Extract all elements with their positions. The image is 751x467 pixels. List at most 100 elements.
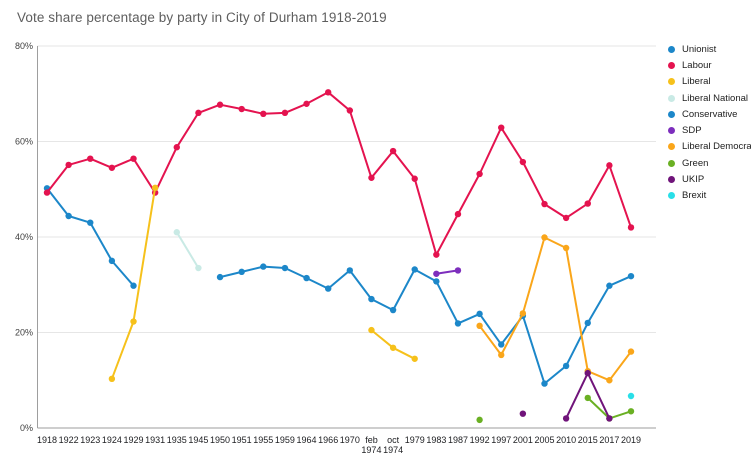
data-point-labour-1918[interactable] xyxy=(43,189,51,196)
data-point-labour-1959[interactable] xyxy=(281,109,289,117)
legend-item-liberal[interactable]: Liberal xyxy=(668,74,751,90)
data-point-conservative-1983[interactable] xyxy=(433,278,440,285)
data-point-labour-1924[interactable] xyxy=(108,164,116,171)
data-point-liberal-democrats-2010[interactable] xyxy=(562,244,570,252)
data-point-labour-2019[interactable] xyxy=(627,224,635,231)
data-point-labour-1970[interactable] xyxy=(346,107,354,114)
data-point-liberal-national-1935[interactable] xyxy=(173,229,180,236)
data-point-labour-2015[interactable] xyxy=(584,200,591,207)
data-point-liberal-feb-1974[interactable] xyxy=(368,326,375,334)
data-point-unionist-1929[interactable] xyxy=(130,282,137,289)
legend-item-green[interactable]: Green xyxy=(668,155,751,171)
x-axis-label-1983: 1983 xyxy=(426,435,446,445)
data-point-labour-2001[interactable] xyxy=(519,158,527,166)
data-point-liberal-democrats-2017[interactable] xyxy=(606,377,613,384)
data-point-unionist-1924[interactable] xyxy=(108,257,116,265)
data-point-conservative-1950[interactable] xyxy=(216,273,224,281)
data-point-conservative-feb-1974[interactable] xyxy=(368,295,375,303)
data-point-labour-1987[interactable] xyxy=(454,210,462,218)
data-point-liberal-1929[interactable] xyxy=(130,318,137,325)
data-point-labour-1992[interactable] xyxy=(476,170,483,178)
data-point-liberal-oct-1974[interactable] xyxy=(389,344,397,351)
data-point-labour-1979[interactable] xyxy=(411,175,418,182)
data-point-liberal-democrats-2001[interactable] xyxy=(519,310,527,317)
legend-item-label: Liberal National xyxy=(682,92,749,104)
data-point-liberal-democrats-2019[interactable] xyxy=(627,348,635,355)
data-point-labour-1935[interactable] xyxy=(173,144,180,151)
data-point-labour-1929[interactable] xyxy=(130,155,137,162)
data-point-conservative-1951[interactable] xyxy=(238,268,245,276)
data-point-labour-feb-1974[interactable] xyxy=(368,174,375,181)
data-point-green-1992[interactable] xyxy=(476,416,483,424)
data-point-labour-1997[interactable] xyxy=(498,124,505,131)
legend-item-conservative[interactable]: Conservative xyxy=(668,106,751,122)
x-axis-label-1959: 1959 xyxy=(275,435,295,445)
legend-item-liberal-national[interactable]: Liberal National xyxy=(668,90,751,106)
data-point-conservative-1992[interactable] xyxy=(476,310,483,318)
data-point-labour-1966[interactable] xyxy=(324,89,332,96)
data-point-ukip-2017[interactable] xyxy=(606,415,613,422)
data-point-unionist-1922[interactable] xyxy=(65,212,72,220)
data-point-liberal-democrats-2005[interactable] xyxy=(541,234,548,241)
data-point-labour-2005[interactable] xyxy=(541,200,548,208)
data-point-ukip-2001[interactable] xyxy=(519,410,527,417)
y-axis-label-20%: 20% xyxy=(15,328,33,338)
x-axis-label-1987: 1987 xyxy=(448,435,468,445)
data-point-conservative-2015[interactable] xyxy=(584,319,591,327)
data-point-unionist-1923[interactable] xyxy=(87,219,94,226)
data-point-conservative-1979[interactable] xyxy=(411,266,418,273)
data-point-conservative-oct-1974[interactable] xyxy=(389,306,397,314)
data-point-conservative-2010[interactable] xyxy=(562,362,570,370)
data-point-labour-1950[interactable] xyxy=(216,101,224,108)
x-axis-label-1935: 1935 xyxy=(167,435,187,445)
data-point-conservative-1959[interactable] xyxy=(281,264,289,272)
data-point-labour-1964[interactable] xyxy=(303,100,310,107)
data-point-liberal-national-1945[interactable] xyxy=(195,264,202,272)
data-point-liberal-1979[interactable] xyxy=(411,355,418,362)
legend-color-dot xyxy=(668,192,675,200)
data-point-liberal-democrats-1997[interactable] xyxy=(498,351,505,359)
data-point-labour-1923[interactable] xyxy=(87,155,94,162)
data-point-brexit-2019[interactable] xyxy=(627,392,635,400)
x-axis-label-1945: 1945 xyxy=(188,435,208,445)
y-axis-label-60%: 60% xyxy=(15,137,33,147)
x-axis-label-1964: 1964 xyxy=(297,435,317,445)
data-point-green-2019[interactable] xyxy=(627,408,635,415)
data-point-conservative-2019[interactable] xyxy=(627,272,635,280)
data-point-liberal-1924[interactable] xyxy=(108,375,116,383)
legend-item-liberal-democrats[interactable]: Liberal Democrats xyxy=(668,139,751,155)
data-point-labour-oct-1974[interactable] xyxy=(389,147,397,155)
data-point-labour-2010[interactable] xyxy=(562,214,570,222)
data-point-labour-2017[interactable] xyxy=(606,162,613,169)
data-point-liberal-1931[interactable] xyxy=(151,184,159,192)
x-axis-label-1924: 1924 xyxy=(102,435,122,445)
x-axis-label-oct-1974: oct 1974 xyxy=(383,435,403,455)
data-point-labour-1945[interactable] xyxy=(195,109,202,117)
legend-item-sdp[interactable]: SDP xyxy=(668,122,751,138)
legend-item-unionist[interactable]: Unionist xyxy=(668,41,751,57)
data-point-labour-1922[interactable] xyxy=(65,161,72,169)
data-point-labour-1955[interactable] xyxy=(260,110,267,118)
data-point-conservative-1997[interactable] xyxy=(498,341,505,348)
data-point-green-2015[interactable] xyxy=(584,394,591,402)
data-point-conservative-1966[interactable] xyxy=(324,285,332,292)
x-axis-label-1970: 1970 xyxy=(340,435,360,445)
data-point-conservative-2017[interactable] xyxy=(606,282,613,289)
data-point-liberal-democrats-1992[interactable] xyxy=(476,322,483,330)
data-point-labour-1951[interactable] xyxy=(238,105,245,113)
data-point-conservative-1964[interactable] xyxy=(303,274,310,282)
legend-item-label: UKIP xyxy=(682,174,705,186)
data-point-labour-1983[interactable] xyxy=(433,251,440,258)
data-point-sdp-1983[interactable] xyxy=(433,270,440,277)
data-point-conservative-1987[interactable] xyxy=(454,320,462,327)
data-point-sdp-1987[interactable] xyxy=(454,267,462,274)
legend-item-ukip[interactable]: UKIP xyxy=(668,171,751,187)
data-point-ukip-2010[interactable] xyxy=(562,415,570,422)
legend-item-labour[interactable]: Labour xyxy=(668,57,751,73)
legend-item-brexit[interactable]: Brexit xyxy=(668,188,751,204)
data-point-ukip-2015[interactable] xyxy=(584,369,591,377)
data-point-conservative-2005[interactable] xyxy=(541,380,548,387)
data-point-conservative-1955[interactable] xyxy=(260,263,267,270)
data-point-conservative-1970[interactable] xyxy=(346,267,354,274)
